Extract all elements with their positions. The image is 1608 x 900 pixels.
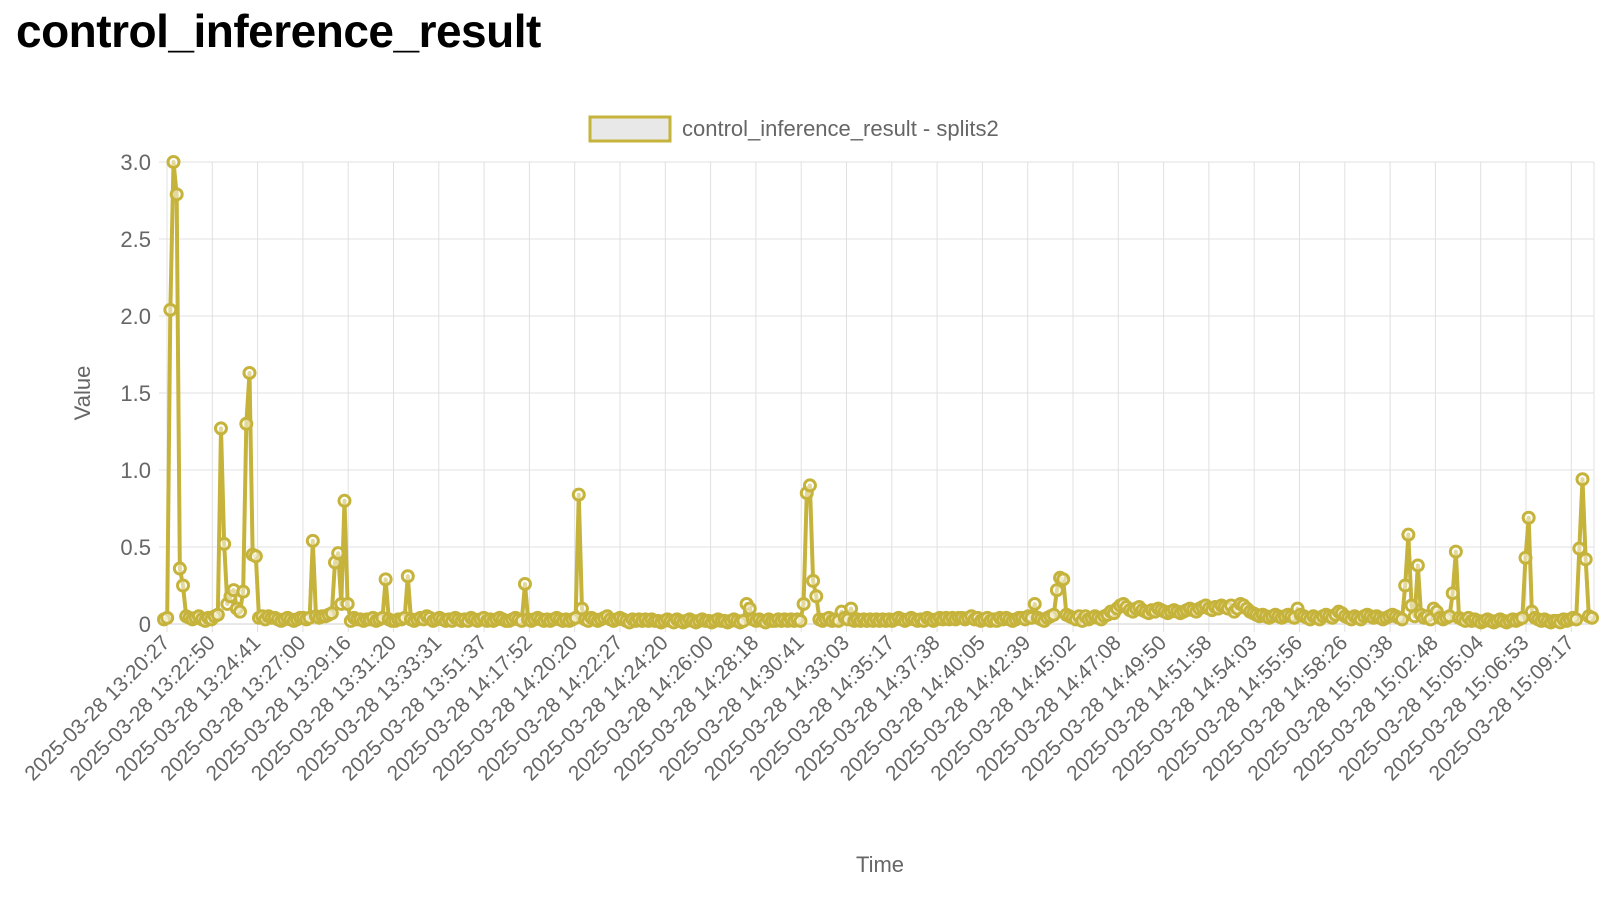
data-point[interactable] [172, 561, 187, 576]
data-point[interactable] [248, 549, 263, 564]
chart-series [157, 155, 1599, 630]
data-point[interactable] [1401, 527, 1416, 542]
data-point[interactable] [1027, 596, 1042, 611]
data-point[interactable] [378, 572, 393, 587]
data-point[interactable] [517, 576, 532, 591]
data-point[interactable] [232, 604, 247, 619]
data-point[interactable] [1572, 541, 1587, 556]
data-point[interactable] [1448, 544, 1463, 559]
data-point[interactable] [217, 536, 232, 551]
data-point[interactable] [1575, 472, 1590, 487]
page-title: control_inference_result [16, 5, 541, 57]
data-point[interactable] [340, 596, 355, 611]
data-point[interactable] [571, 487, 586, 502]
data-point[interactable] [239, 416, 254, 431]
data-point[interactable] [1515, 610, 1530, 625]
data-point[interactable] [1410, 558, 1425, 573]
data-point[interactable] [1056, 572, 1071, 587]
data-point[interactable] [1398, 578, 1413, 593]
data-point[interactable] [844, 601, 859, 616]
data-point[interactable] [210, 607, 225, 622]
data-point[interactable] [1578, 552, 1593, 567]
data-point[interactable] [796, 596, 811, 611]
data-point[interactable] [324, 606, 339, 621]
data-point[interactable] [802, 478, 817, 493]
data-point[interactable] [1395, 612, 1410, 627]
legend-swatch[interactable] [588, 115, 672, 143]
data-point[interactable] [1569, 612, 1584, 627]
data-point[interactable] [169, 187, 184, 202]
data-point[interactable] [1518, 550, 1533, 565]
data-point[interactable] [305, 533, 320, 548]
data-point[interactable] [213, 421, 228, 436]
y-tick-label: 2.5 [120, 227, 151, 252]
data-point[interactable] [166, 155, 181, 169]
legend-label-series-1[interactable]: control_inference_result - splits2 [682, 116, 999, 141]
y-tick-label: 3.0 [120, 150, 151, 175]
data-point[interactable] [1445, 586, 1460, 601]
data-point[interactable] [400, 569, 415, 584]
data-point[interactable] [337, 493, 352, 508]
data-point[interactable] [163, 302, 178, 317]
data-point[interactable] [236, 584, 251, 599]
data-point[interactable] [809, 589, 824, 604]
y-tick-label: 0.5 [120, 535, 151, 560]
y-tick-label: 1.0 [120, 458, 151, 483]
chart-legend[interactable]: control_inference_result - splits2 [588, 115, 999, 143]
data-point[interactable] [1046, 607, 1061, 622]
data-point[interactable] [793, 613, 808, 628]
chart-grid [159, 161, 1595, 632]
data-point[interactable] [1049, 583, 1064, 598]
data-point[interactable] [160, 610, 175, 625]
x-axis-label: Time [856, 852, 904, 877]
data-point[interactable] [176, 578, 190, 593]
y-tick-label: 0 [139, 612, 151, 637]
series-line [163, 160, 1593, 625]
y-tick-label: 2.0 [120, 304, 151, 329]
y-axis-label: Value [70, 366, 95, 421]
data-point[interactable] [806, 573, 821, 588]
data-point[interactable] [331, 546, 346, 561]
data-point[interactable] [1585, 610, 1599, 625]
data-point[interactable] [242, 365, 257, 380]
y-tick-label: 1.5 [120, 381, 151, 406]
data-point[interactable] [1521, 510, 1536, 525]
